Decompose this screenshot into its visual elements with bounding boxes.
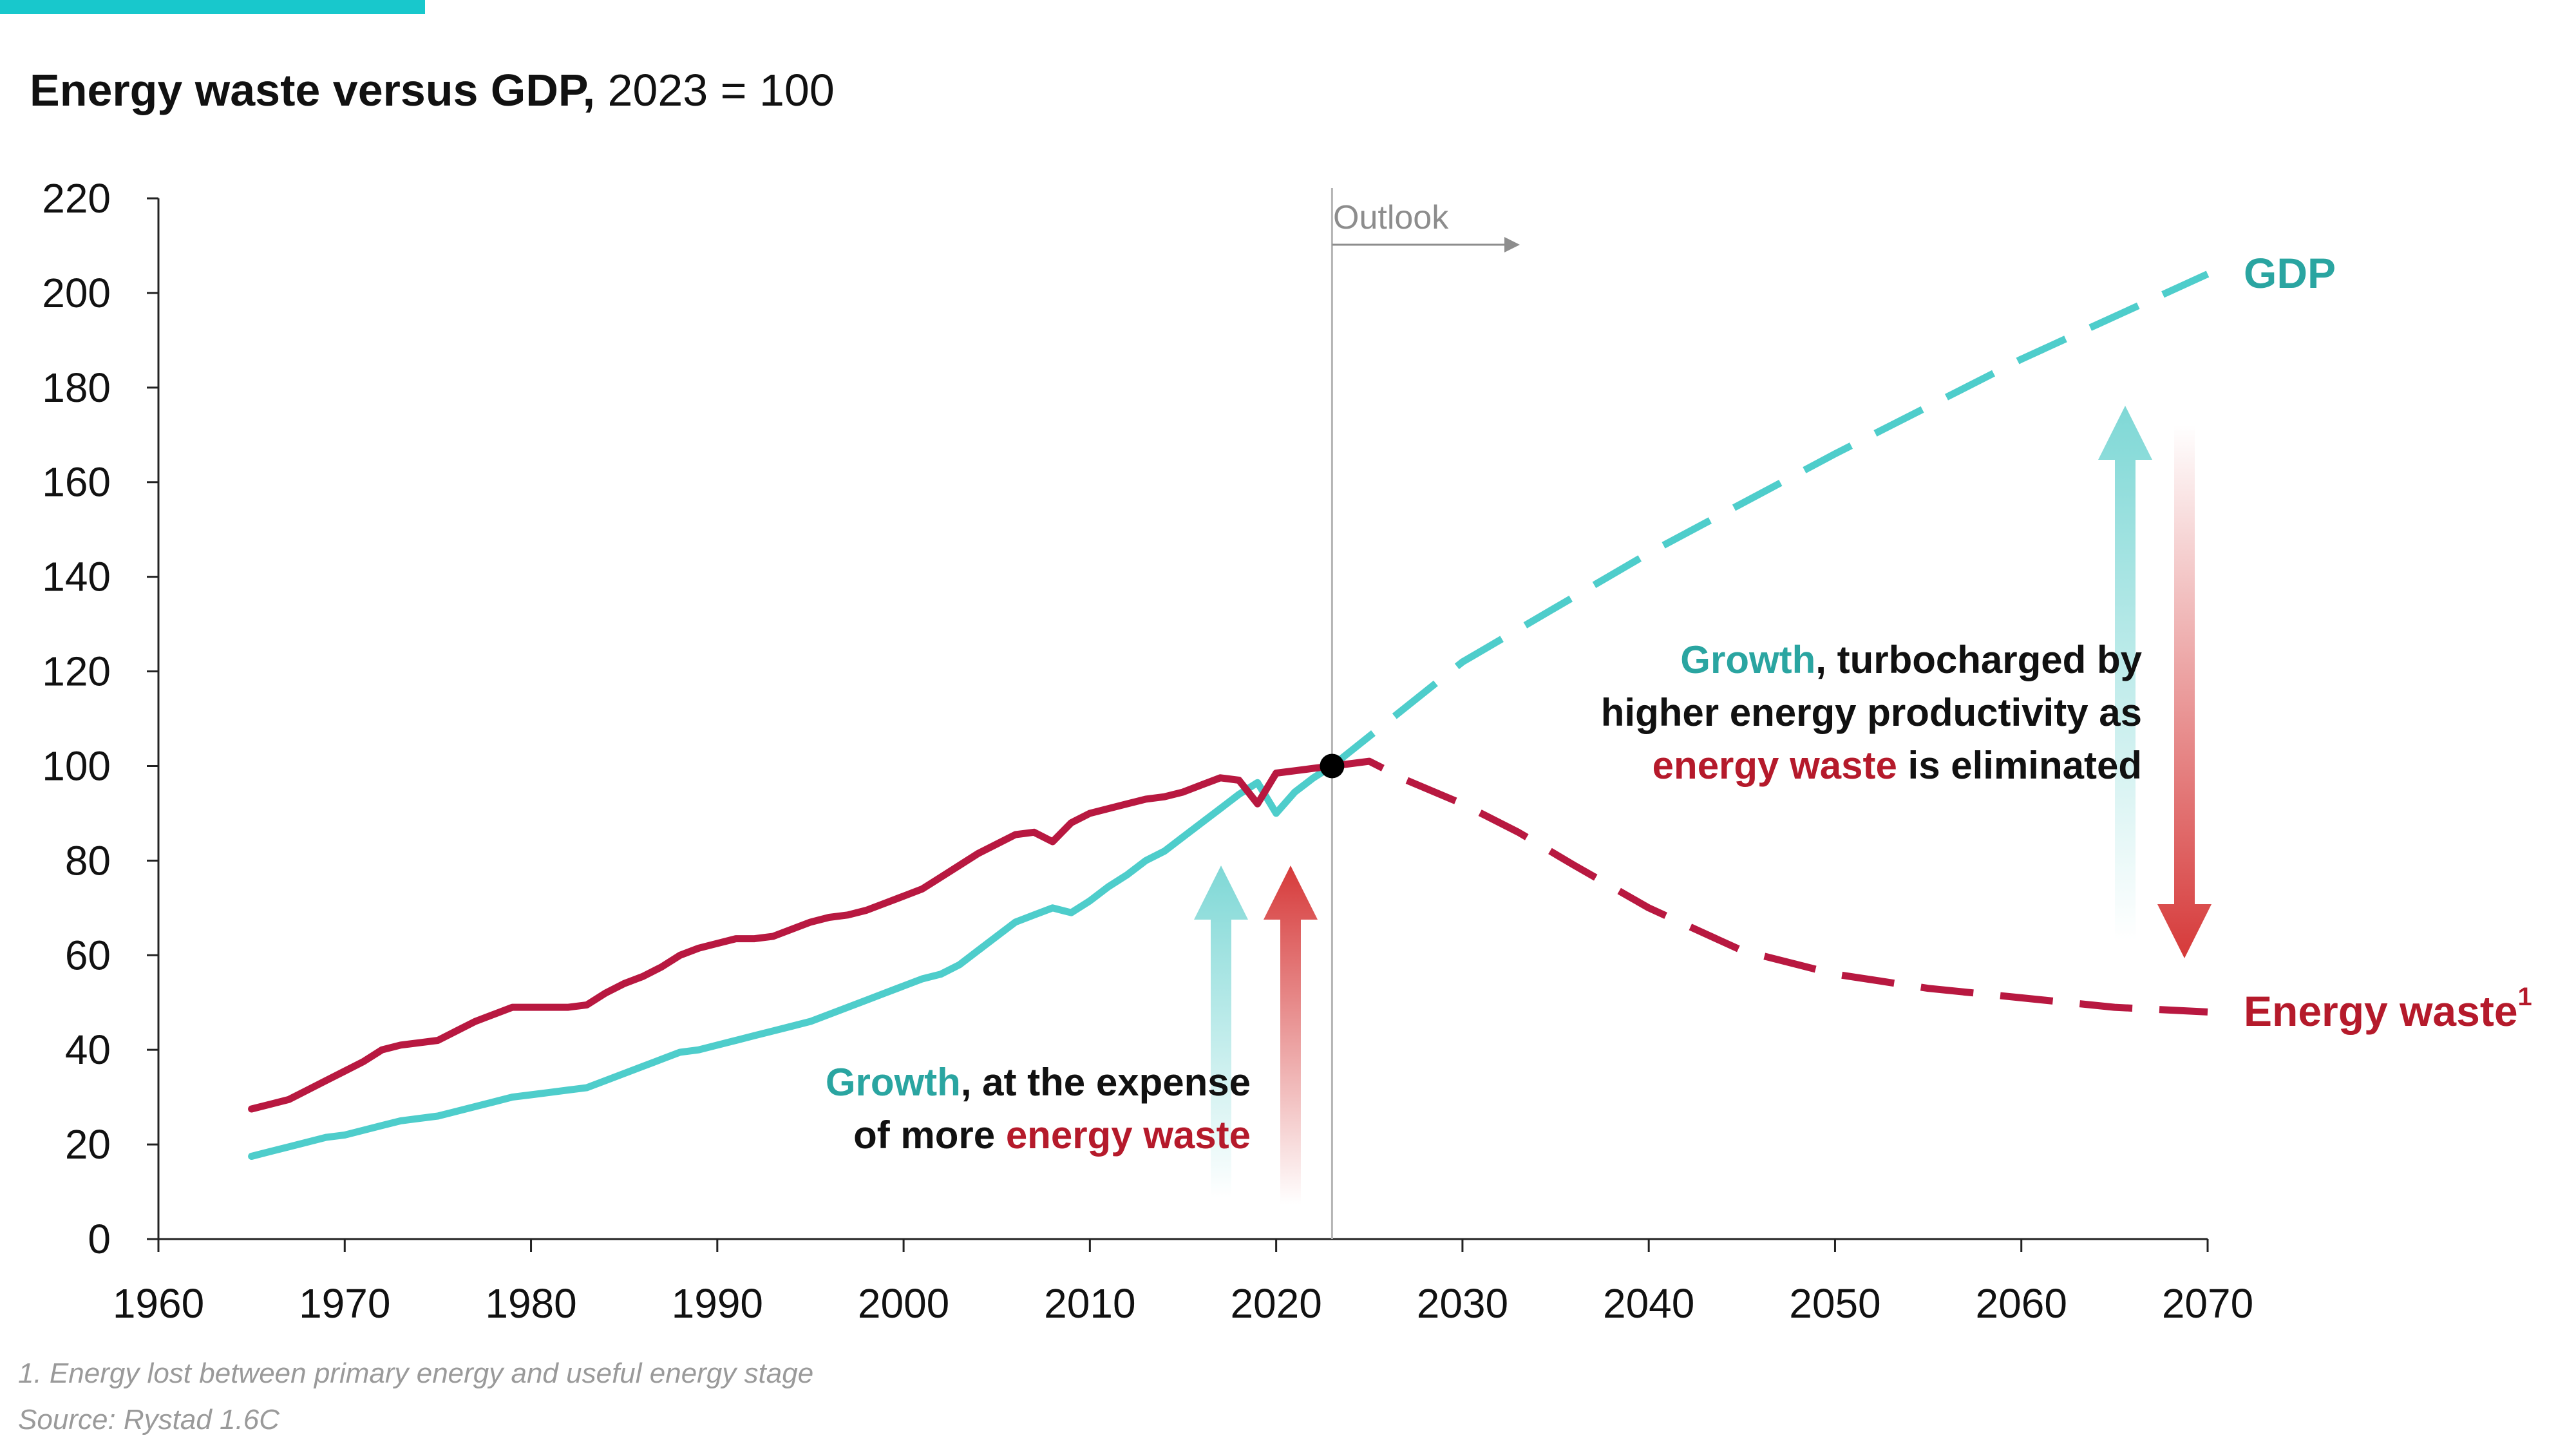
outlook-label: Outlook: [1333, 199, 1449, 236]
accent-bar: [0, 0, 425, 14]
annotation-left-energy-waste: energy waste: [1005, 1113, 1251, 1157]
source-text: Source: Rystad 1.6C: [18, 1404, 279, 1435]
y-tick-label: 200: [42, 270, 111, 316]
gdp-outlook-arrow: [2098, 406, 2152, 940]
y-tick-label: 40: [65, 1027, 111, 1073]
y-tick-label: 140: [42, 554, 111, 600]
annotation-right-growth: Growth: [1680, 638, 1816, 681]
series-line-energy-waste-historical: [248, 762, 1336, 1113]
gdp-growth-arrow: [1194, 866, 1248, 1198]
y-tick-label: 80: [65, 837, 111, 884]
y-tick-label: 20: [65, 1121, 111, 1168]
footnote-text: 1. Energy lost between primary energy an…: [18, 1358, 814, 1389]
series-line-energy-waste-outlook: [1331, 757, 2208, 1016]
x-tick-label: 1980: [485, 1280, 576, 1327]
y-tick-label: 100: [42, 743, 111, 789]
series-line-gdp-historical: [248, 762, 1336, 1160]
x-tick-label: 2010: [1044, 1280, 1135, 1327]
y-tick-label: 180: [42, 365, 111, 411]
outlook-divider: [1331, 188, 1520, 1239]
annotation-right-line3-rest: is eliminated: [1897, 744, 2142, 787]
energy-waste-growth-arrow: [1264, 866, 1318, 1204]
annotation-right-line3: energy waste is eliminated: [1601, 739, 2142, 792]
annotation-left-line1-rest: , at the expense: [960, 1061, 1251, 1104]
footnote-marker: 1: [2517, 983, 2532, 1011]
series-lines: [248, 270, 2210, 1160]
chart-title: Energy waste versus GDP, 2023 = 100: [30, 64, 835, 116]
series-line-gdp-outlook: [1329, 270, 2210, 769]
base-year-marker: [1320, 753, 1345, 779]
y-tick-label: 120: [42, 649, 111, 695]
annotation-right-energy-waste: energy waste: [1652, 744, 1897, 787]
energy-waste-decline-arrow: [2157, 425, 2211, 958]
chart-markers: [1320, 753, 1345, 779]
chart-title-bold: Energy waste versus GDP,: [30, 65, 596, 115]
annotation-right-line1-rest: , turbocharged by: [1815, 638, 2142, 681]
series-label-gdp: GDP: [2244, 249, 2336, 298]
annotation-left-line1: Growth, at the expense: [826, 1056, 1251, 1109]
annotation-growth-turbocharged: Growth, turbocharged by higher energy pr…: [1601, 634, 2142, 792]
x-tick-label: 1990: [672, 1280, 763, 1327]
x-tick-label: 2040: [1603, 1280, 1694, 1327]
y-tick-label: 60: [65, 932, 111, 978]
outlook-arrow-head: [1504, 237, 1520, 252]
x-tick-label: 2050: [1789, 1280, 1880, 1327]
y-tick-label: 160: [42, 459, 111, 506]
chart-title-subtitle: 2023 = 100: [607, 65, 835, 115]
annotation-right-line1: Growth, turbocharged by: [1601, 634, 2142, 687]
annotation-right-line2: higher energy productivity as: [1600, 691, 2142, 734]
annotation-left-line2-rest: of more: [853, 1113, 1006, 1157]
y-tick-label: 0: [88, 1216, 111, 1262]
annotation-left-line2: of more energy waste: [826, 1109, 1251, 1162]
x-tick-label: 2070: [2162, 1280, 2253, 1327]
series-label-gdp-text: GDP: [2244, 249, 2336, 297]
series-label-energy-waste: Energy waste1: [2244, 983, 2532, 1036]
series-label-energy-waste-text: Energy waste: [2244, 987, 2518, 1035]
x-tick-label: 2020: [1230, 1280, 1321, 1327]
annotation-left-growth: Growth: [825, 1061, 961, 1104]
x-tick-label: 2060: [1976, 1280, 2067, 1327]
x-tick-label: 2000: [858, 1280, 949, 1327]
y-tick-label: 220: [42, 175, 111, 222]
annotation-arrows: [1194, 406, 2211, 1204]
x-tick-label: 2030: [1417, 1280, 1508, 1327]
annotation-growth-expense: Growth, at the expense of more energy wa…: [826, 1056, 1251, 1162]
x-tick-label: 1970: [299, 1280, 390, 1327]
x-tick-label: 1960: [113, 1280, 204, 1327]
